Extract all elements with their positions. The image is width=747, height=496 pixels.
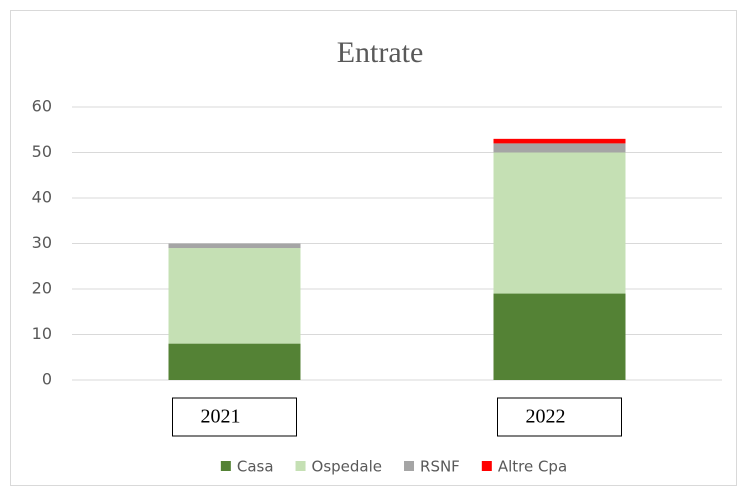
bar-segment — [493, 143, 626, 153]
category-box — [172, 397, 297, 437]
y-tick-label: 50 — [32, 142, 52, 161]
legend-label: Casa — [237, 458, 274, 476]
bar-segment — [493, 138, 626, 144]
chart-border — [10, 10, 737, 486]
bar-segment — [168, 248, 301, 344]
y-tick-label: 0 — [42, 370, 52, 389]
legend-label: Altre Cpa — [498, 458, 567, 476]
x-tick-label: 2022 — [526, 406, 566, 428]
category-box — [497, 397, 622, 437]
y-tick-label: 30 — [32, 233, 52, 252]
legend-label: Ospedale — [312, 458, 382, 476]
y-tick-label: 10 — [32, 324, 52, 343]
y-tick-label: 60 — [32, 97, 52, 116]
bar-segment — [168, 243, 301, 249]
x-tick-label: 2021 — [201, 406, 241, 428]
legend-label: RSNF — [420, 458, 460, 476]
y-tick-label: 40 — [32, 188, 52, 207]
bar-segment — [168, 343, 301, 380]
legend-swatch — [220, 461, 231, 471]
legend-swatch — [295, 461, 306, 471]
legend-swatch — [481, 461, 492, 471]
legend-swatch — [404, 461, 415, 471]
bar-segment — [493, 293, 626, 380]
y-tick-label: 20 — [32, 279, 52, 298]
chart-title: Entrate — [337, 36, 424, 69]
bar-segment — [493, 152, 626, 294]
